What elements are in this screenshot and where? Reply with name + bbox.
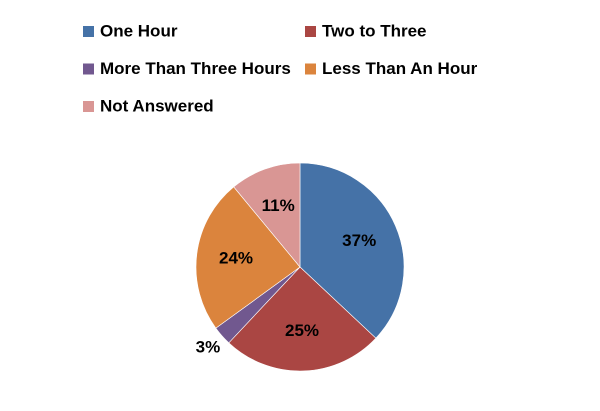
legend-label: One Hour [100,21,178,40]
legend-swatch [83,101,94,112]
legend-label: Less Than An Hour [322,59,478,78]
legend-swatch [83,63,94,75]
legend-swatch [305,26,316,37]
data-label: 24% [219,248,253,267]
legend-label: Not Answered [100,96,214,115]
pie-slice [299,162,405,339]
legend-swatch [83,26,94,37]
data-label: 25% [285,321,319,340]
pie-slice [228,266,377,372]
legend-swatch [305,63,316,75]
legend-label: Two to Three [322,21,427,40]
data-label: 37% [342,231,376,250]
pie-slice [233,162,301,268]
data-label: 3% [196,338,221,357]
data-label: 11% [262,196,295,215]
pie-slice [195,186,301,329]
legend-label: More Than Three Hours [100,59,291,78]
